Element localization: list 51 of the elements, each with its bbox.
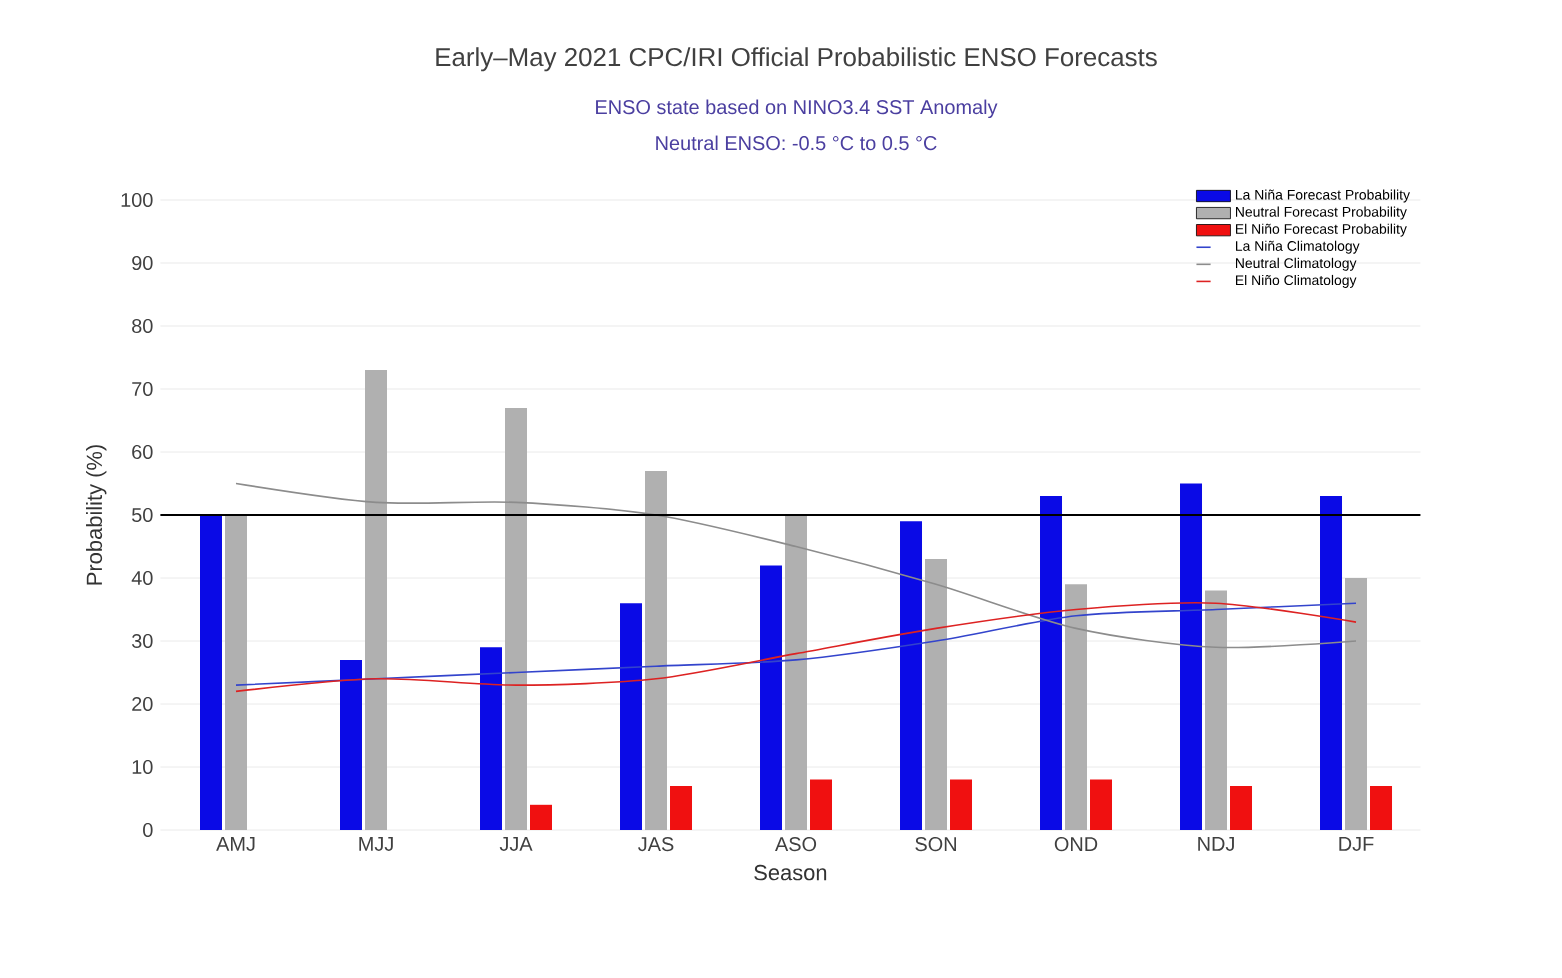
bar	[505, 407, 528, 830]
bar	[1345, 578, 1368, 830]
bar	[1040, 496, 1063, 830]
bar	[1320, 496, 1343, 830]
bar	[365, 370, 387, 830]
y-tick-label: 80	[132, 318, 153, 334]
bar	[670, 785, 693, 830]
y-tick-label: 10	[132, 759, 153, 775]
chart-title: Early–May 2021 CPC/IRI Official Probabilistic ENSO Forecasts	[436, 47, 1157, 72]
bar	[760, 565, 783, 830]
bar	[340, 659, 362, 830]
text: Neutral ENSO: -0.5 °C to 0.5 °C	[656, 135, 937, 151]
bar	[1205, 590, 1228, 830]
y-tick-label: 30	[131, 633, 153, 649]
bar	[225, 515, 247, 830]
bar	[810, 779, 833, 830]
line-series	[235, 482, 1357, 649]
bar	[1370, 785, 1393, 830]
bar	[645, 470, 668, 830]
bar	[1180, 483, 1203, 830]
bar	[950, 779, 973, 830]
x-axis-title: Season	[754, 864, 827, 881]
y-tick-label: 100	[121, 192, 153, 208]
bar	[785, 515, 808, 830]
y-tick-label: 90	[132, 255, 153, 271]
y-tick-label: 70	[132, 381, 153, 397]
x-tick-label: NDJ	[1198, 837, 1234, 851]
y-tick-label: 50	[132, 507, 153, 523]
bar	[530, 804, 553, 830]
bar	[480, 647, 503, 830]
bar	[900, 521, 923, 830]
x-tick-label: DJF	[1339, 837, 1374, 851]
bar	[1090, 779, 1113, 830]
x-tick-label: OND	[1054, 837, 1098, 852]
y-tick-label: 60	[132, 444, 153, 460]
bar	[1065, 584, 1088, 830]
bar	[620, 603, 643, 830]
y-tick-label: 0	[143, 822, 153, 838]
chart-subtitle: ENSO state based on NINO3.4 SST Anomaly	[596, 99, 998, 119]
x-tick-label: SON	[915, 837, 956, 852]
bar	[925, 559, 948, 830]
y-axis-title: Probability (%)	[86, 445, 107, 585]
x-tick-label: AMJ	[216, 837, 255, 851]
x-tick-label: ASO	[775, 837, 817, 852]
bar	[1230, 785, 1253, 830]
bar	[200, 515, 222, 830]
x-tick-label: JJA	[499, 837, 533, 851]
y-tick-label: 40	[131, 570, 153, 586]
x-tick-label: JAS	[638, 837, 674, 852]
x-tick-label: MJJ	[359, 837, 393, 851]
y-tick-label: 20	[132, 696, 153, 712]
